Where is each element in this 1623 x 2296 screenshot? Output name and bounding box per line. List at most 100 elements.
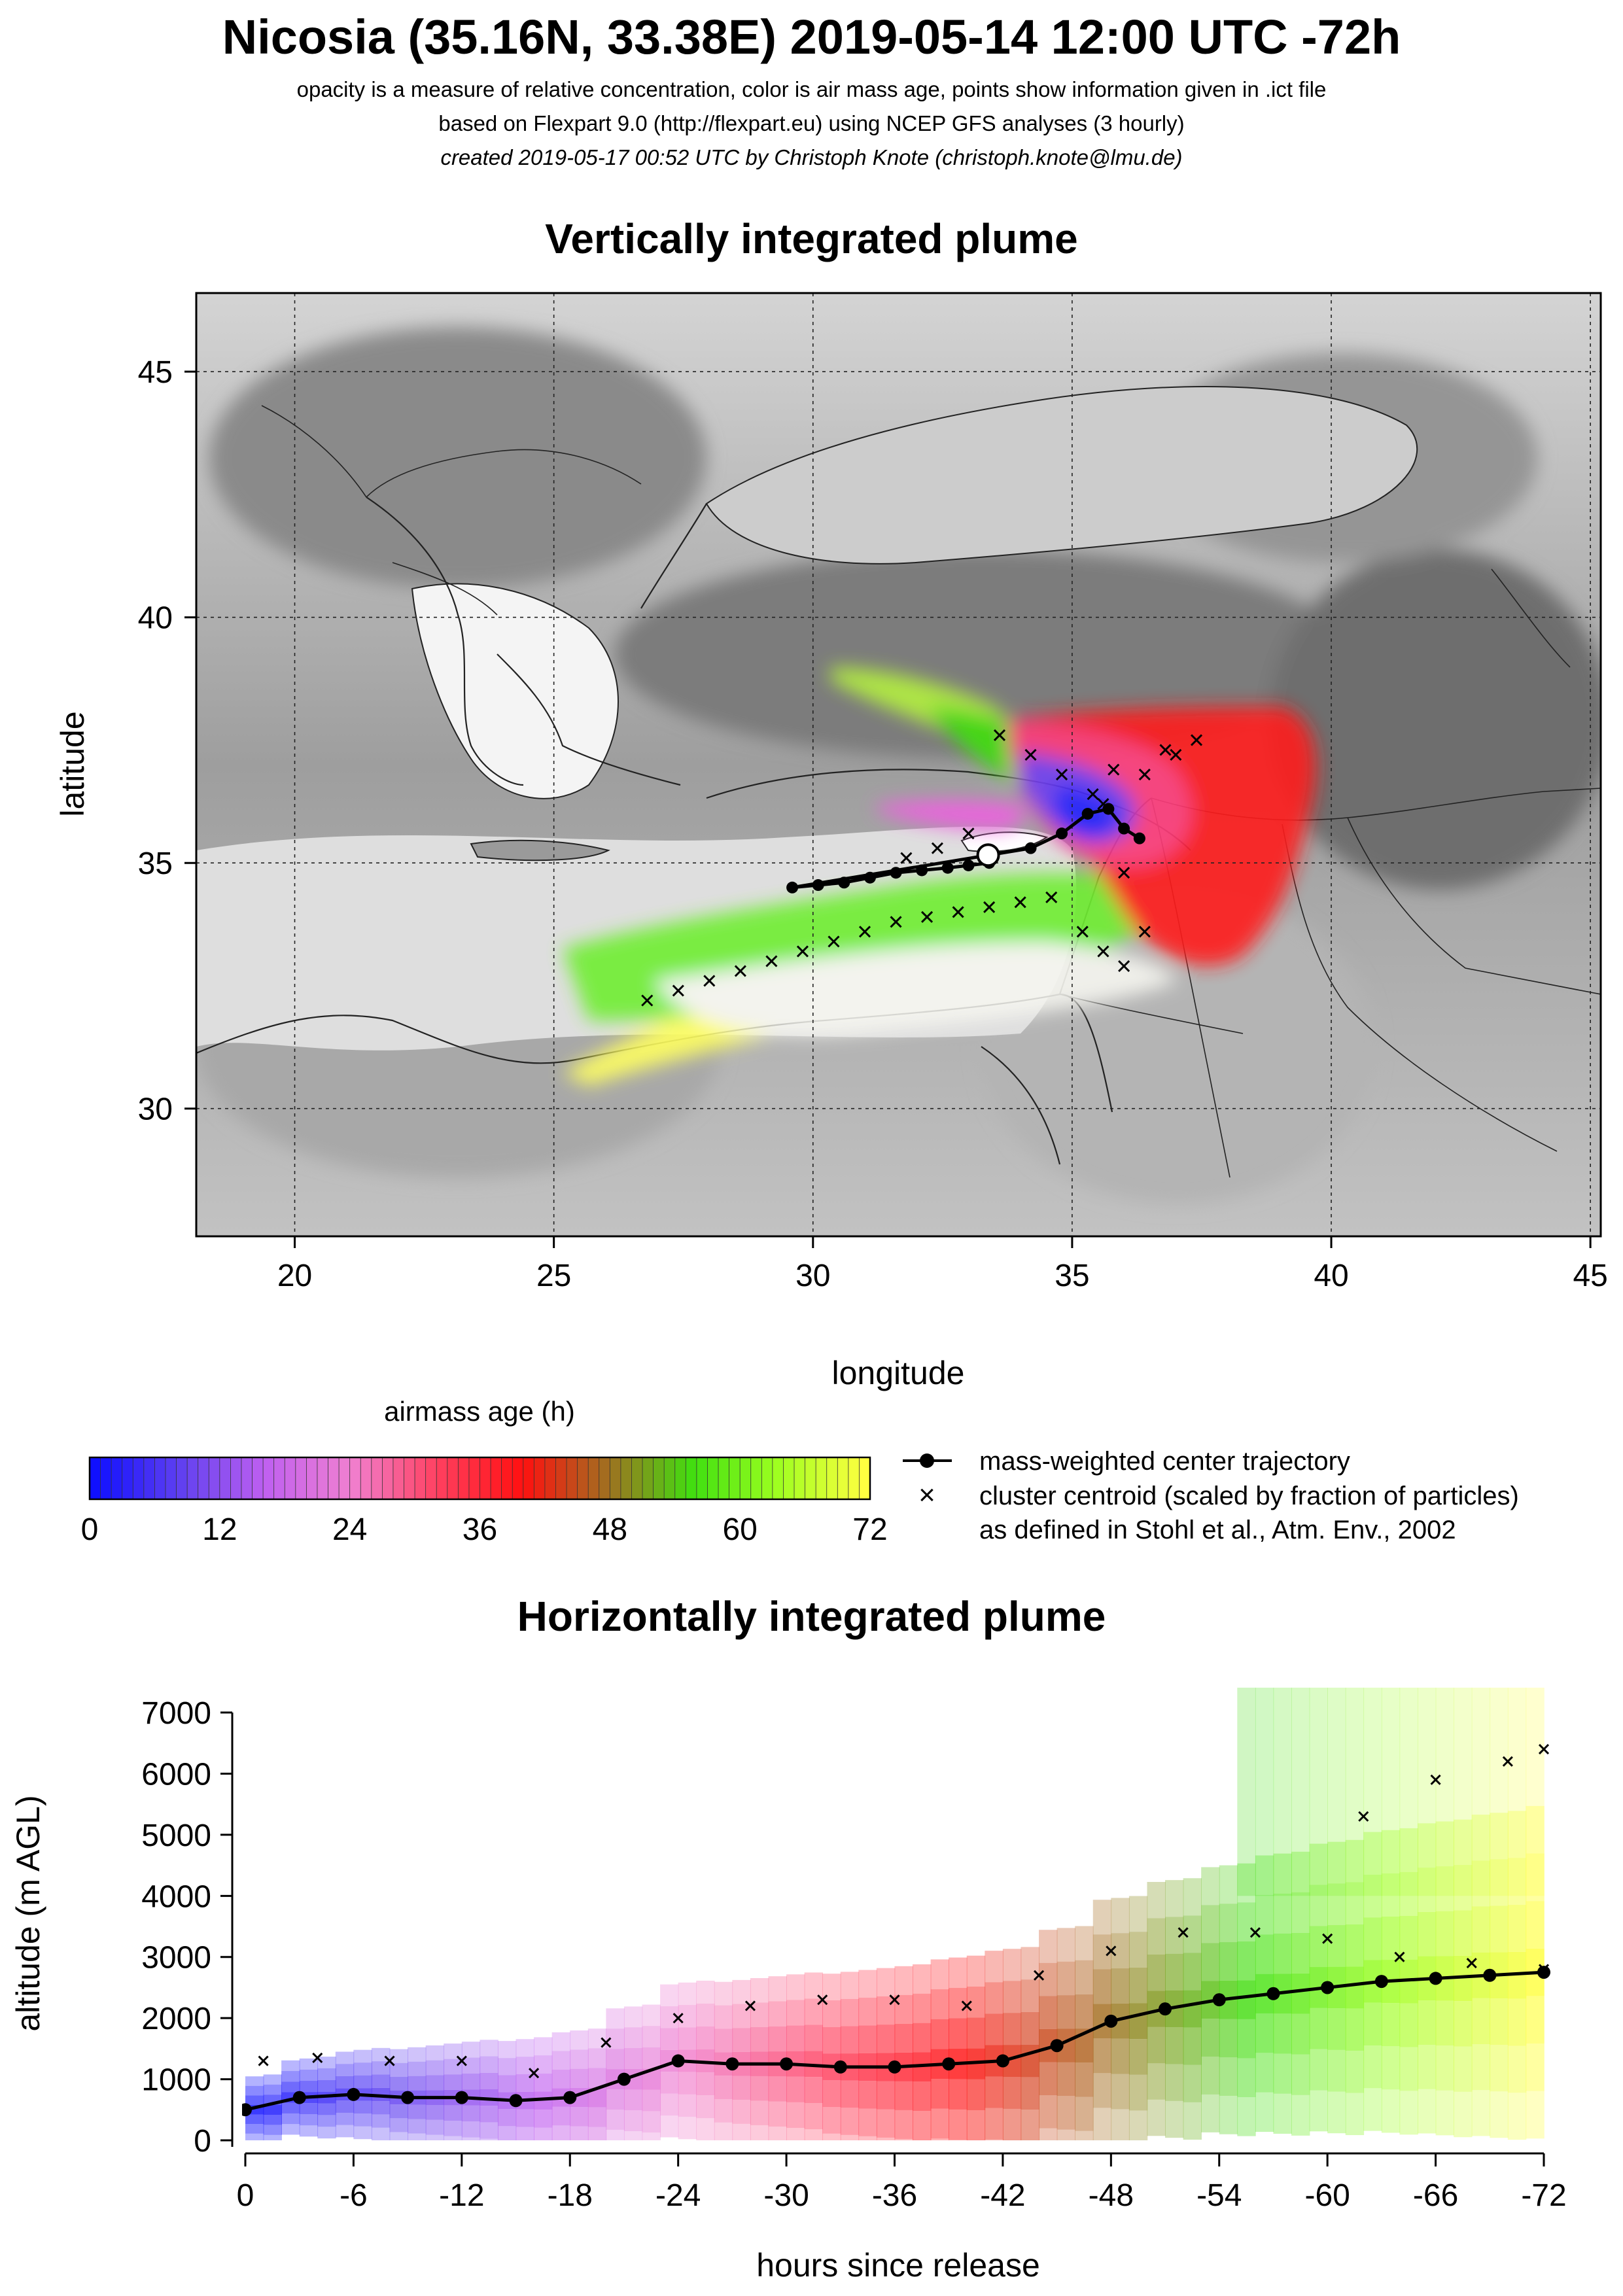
vertical-plume-cell <box>822 2107 841 2134</box>
vertical-plume-cell <box>894 2023 913 2053</box>
vertical-plume-cell <box>389 2062 408 2077</box>
vertical-plume-cell <box>660 2028 679 2050</box>
vertical-plume-cell <box>1056 2062 1075 2096</box>
vertical-plume-cell <box>497 2075 517 2093</box>
vertical-plume-cell <box>1056 1961 1075 1996</box>
vertical-plume-cell <box>1381 2089 1401 2133</box>
colorbar-cell <box>794 1457 806 1500</box>
colorbar-cell <box>805 1457 817 1500</box>
map-cluster-point <box>1024 748 1037 761</box>
vertical-plume-cell <box>1345 1966 1365 2009</box>
vertical-plume-cell <box>1183 2064 1202 2102</box>
vertical-plume-cell <box>461 2105 481 2122</box>
vertical-plume-cell <box>750 2002 769 2027</box>
vertical-plume-cell <box>1219 2057 1238 2096</box>
map-cluster-point <box>1045 891 1058 903</box>
map-trajectory-point <box>962 859 975 871</box>
vertical-plume-cell <box>1056 2096 1075 2130</box>
vertical-plume-cell <box>263 2114 282 2125</box>
vertical-plume-cell <box>1255 1894 1274 1935</box>
map-cluster-point <box>1055 768 1068 781</box>
vertical-plume-cell <box>1327 1883 1346 1925</box>
vertical-plume-cell <box>1363 2045 1382 2089</box>
vertical-plume-cell <box>1219 2095 1238 2134</box>
vertical-plume-cell <box>858 1970 877 1998</box>
vertical-plume-cell <box>1418 2089 1437 2134</box>
vertical-plume-cell <box>444 2120 462 2136</box>
vertical-plume-cell <box>804 2129 824 2140</box>
colorbar-cell <box>143 1457 156 1500</box>
vertical-plume-cell <box>623 2110 643 2131</box>
vertical-plume-cell <box>966 1955 986 1987</box>
map-cluster-point <box>1097 945 1109 958</box>
vertical-plume-cell <box>840 2080 860 2108</box>
vertical-cluster-point <box>1466 1958 1477 1969</box>
vertical-plume-cell <box>1021 2110 1039 2140</box>
vertical-plume-cell <box>245 2124 264 2134</box>
map-cluster-point <box>983 901 996 913</box>
vertical-plume-cell <box>515 2074 534 2092</box>
vertical-plume-cell <box>606 2089 625 2110</box>
vertical-plume-cell <box>1291 2054 1310 2095</box>
vertical-cluster-point <box>1394 1951 1405 1962</box>
vertical-plume-cell <box>1399 1915 1418 1960</box>
vertical-plume-cell <box>913 1993 932 2023</box>
map-xtick-label: 35 <box>1055 1259 1089 1293</box>
vertical-plume-cell <box>515 2039 534 2057</box>
vertical-plume-cell <box>1092 2108 1112 2140</box>
vertical-xtick-label: -18 <box>548 2178 593 2213</box>
vertical-plume-cell <box>1526 1853 1544 1902</box>
vertical-cluster-point <box>312 2052 323 2063</box>
vertical-plume-cell <box>623 2047 643 2069</box>
vertical-plume-cell <box>678 1982 697 2006</box>
vertical-cluster-point <box>961 2000 972 2011</box>
vertical-plume-cell <box>299 2081 319 2093</box>
colorbar-cell <box>544 1457 557 1500</box>
map-trajectory-point <box>864 871 876 884</box>
vertical-trajectory-point <box>1483 1968 1497 1982</box>
vertical-plume-cell <box>263 2104 282 2115</box>
vertical-plume-cell <box>1526 2091 1544 2139</box>
vertical-plume-cell <box>1111 1968 1130 2004</box>
vertical-trajectory-point <box>242 2103 252 2117</box>
vertical-plume-cell <box>678 2027 697 2050</box>
vertical-plume-cell <box>1435 1821 1454 1867</box>
vertical-trajectory-point <box>942 2057 956 2071</box>
vertical-plume-cell <box>750 2100 769 2125</box>
colorbar-cell <box>436 1457 448 1500</box>
subtitle-created: created 2019-05-17 00:52 UTC by Christop… <box>440 145 1183 169</box>
vertical-cluster-point <box>889 1994 900 2006</box>
vertical-plume-cell <box>299 2103 319 2115</box>
vertical-plume-cell <box>1075 2131 1094 2140</box>
vertical-plume-cell <box>804 1972 824 1999</box>
vertical-plume-cell <box>1399 1688 1418 1896</box>
legend-cross-swatch: × <box>918 1479 935 1511</box>
vertical-plume-cell <box>876 2109 896 2138</box>
vertical-plume-cell <box>425 2075 445 2091</box>
colorbar-cell <box>360 1457 372 1500</box>
vertical-xtick-label: -54 <box>1196 2178 1242 2213</box>
colorbar-cell <box>154 1457 166 1500</box>
vertical-plume-cell <box>1309 1926 1328 1968</box>
vertical-plume-cell <box>876 1968 896 1996</box>
vertical-plume-cell <box>1526 2044 1544 2091</box>
vertical-cluster-point <box>1358 1811 1369 1822</box>
map-trajectory-point <box>1118 822 1130 835</box>
vertical-plume-cell <box>408 2104 427 2119</box>
vertical-ytick-label: 7000 <box>141 1696 211 1731</box>
vertical-plume-cell <box>750 2026 769 2052</box>
vertical-plume-cell <box>1021 2077 1039 2110</box>
vertical-plume-cell <box>1471 1688 1491 1896</box>
vertical-plume-cell <box>1092 1900 1112 1935</box>
vertical-plume-cell <box>497 2109 517 2127</box>
vertical-plume-cell <box>1490 1813 1509 1860</box>
vertical-plume-cell <box>642 2089 661 2112</box>
vertical-plume-cell <box>913 2023 932 2053</box>
vertical-plume-cell <box>1490 1905 1509 1953</box>
vertical-plume-cell <box>1201 2019 1220 2057</box>
vertical-plume-cell <box>1237 1941 1256 1981</box>
colorbar-cell <box>208 1457 220 1500</box>
vertical-plume-cell <box>281 2071 300 2082</box>
map-trajectory-point <box>1133 832 1145 844</box>
vertical-cluster-point <box>1249 1927 1261 1938</box>
